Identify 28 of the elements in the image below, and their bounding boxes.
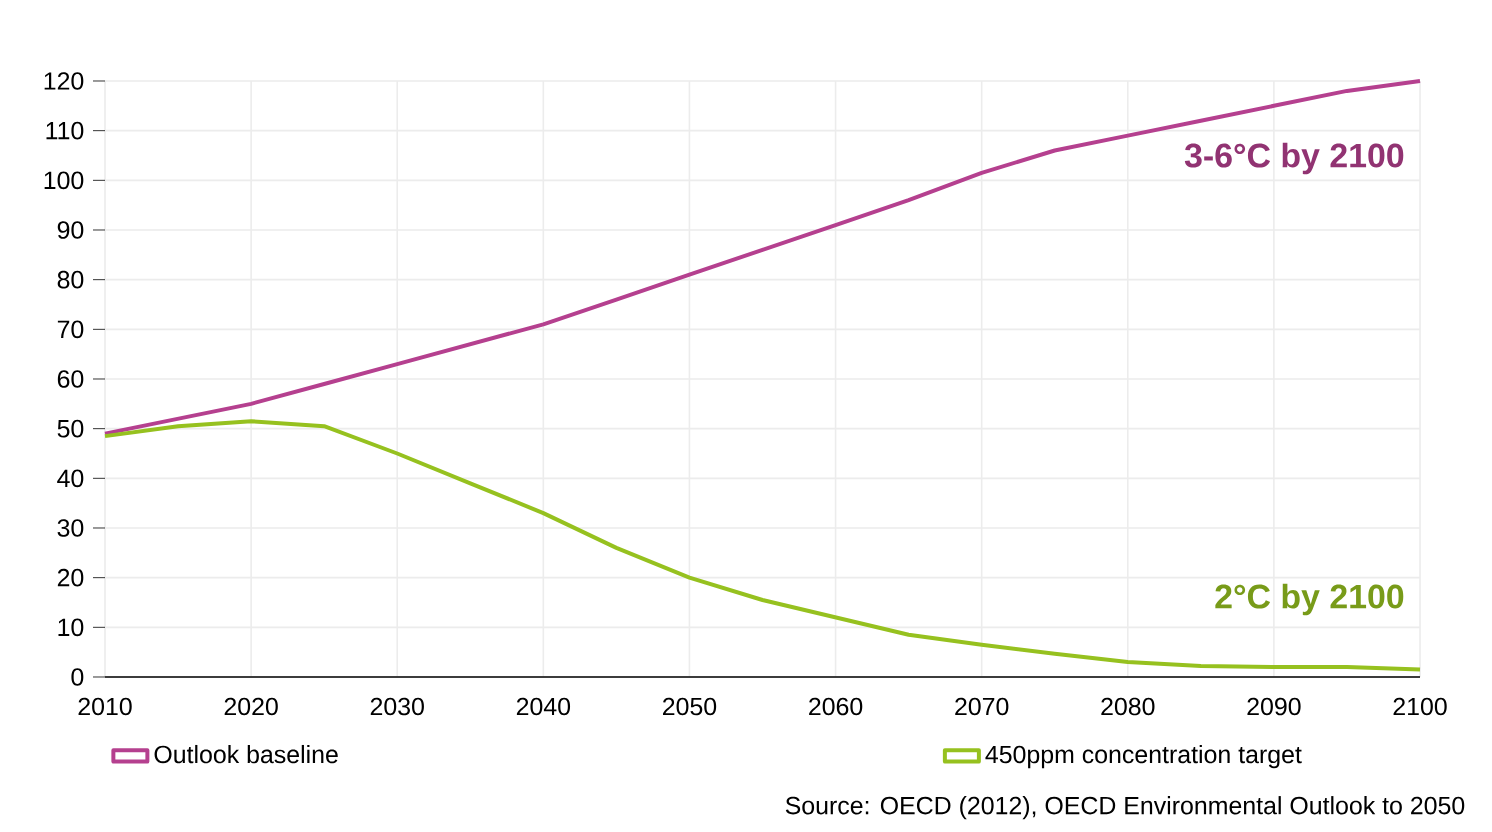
x-tick-label: 2080 (1101, 697, 1155, 716)
y-tick-label: 60 (57, 370, 84, 388)
source-note: Source: OECD (2012), OECD Environmental Outlook to 2050 (785, 796, 1465, 820)
y-tick-label: 20 (57, 568, 84, 587)
y-tick-label: 30 (57, 519, 84, 537)
annotation: 2°C by 2100 (1215, 583, 1404, 616)
x-tick-label: 2060 (809, 697, 863, 716)
y-tick-label: 110 (46, 121, 84, 140)
x-tick-label: 2090 (1247, 697, 1301, 716)
x-tick-label: 2050 (662, 697, 717, 716)
y-tick-label: 120 (44, 72, 84, 90)
y-tick-label: 90 (57, 221, 84, 239)
y-tick-label: 0 (71, 668, 84, 686)
annotation: 3-6°C by 2100 (1184, 142, 1404, 175)
y-tick-label: 50 (57, 419, 84, 438)
y-tick-label: 40 (57, 469, 84, 488)
x-tick-label: 2010 (78, 697, 132, 716)
y-tick-label: 10 (58, 618, 84, 637)
x-tick-label: 2030 (370, 697, 424, 716)
x-tick-label: 2070 (955, 697, 1009, 716)
y-tick-label: 100 (44, 171, 84, 190)
x-tick-label: 2100 (1393, 697, 1447, 716)
x-tick-label: 2040 (516, 697, 571, 716)
legend-label: Outlook baseline (154, 744, 338, 764)
y-tick-label: 70 (57, 320, 84, 339)
legend-label: 450ppm concentration target (985, 744, 1302, 769)
x-tick-label: 2020 (224, 697, 278, 716)
y-tick-label: 80 (57, 270, 84, 289)
